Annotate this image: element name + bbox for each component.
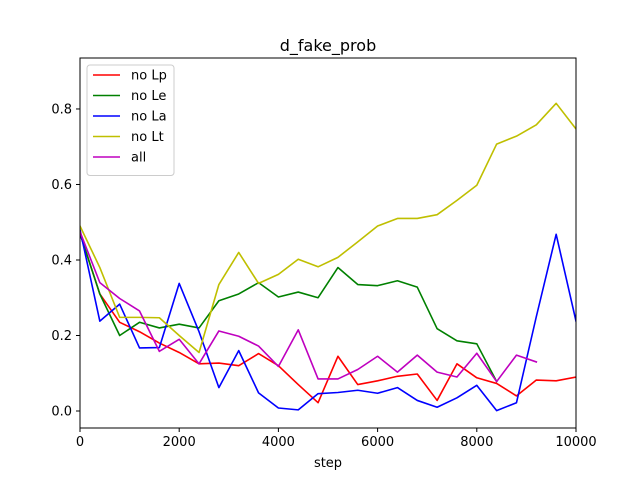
series-line-no-la [80, 228, 576, 412]
legend-label: no Lp [131, 69, 167, 84]
x-axis-label: step [314, 456, 342, 471]
series-line-no-lt [80, 102, 576, 354]
legend-label: all [131, 151, 146, 166]
x-tick-label: 8000 [460, 435, 493, 450]
y-tick-label: 0.6 [51, 178, 72, 193]
y-tick-label: 0.8 [51, 102, 72, 117]
plot-frame [79, 57, 577, 429]
y-tick-label: 0.0 [51, 405, 72, 420]
x-tick-label: 2000 [163, 435, 196, 450]
y-tick-label: 0.2 [51, 329, 72, 344]
legend: no Lp no Le no La no Lt all [86, 64, 175, 176]
series-line-all [80, 230, 538, 383]
x-tick-label: 4000 [262, 435, 295, 450]
x-axis-ticks: 0 2000 4000 6000 8000 10000 [76, 428, 597, 450]
legend-label: no La [131, 110, 167, 125]
x-tick-label: 6000 [361, 435, 394, 450]
series-layer [80, 102, 576, 412]
x-tick-label: 10000 [555, 435, 596, 450]
series-line-no-le [80, 232, 498, 383]
chart-title: d_fake_prob [280, 36, 376, 56]
legend-label: no Le [131, 89, 166, 104]
y-tick-label: 0.4 [51, 253, 72, 268]
y-axis-ticks: 0.0 0.2 0.4 0.6 0.8 [51, 102, 80, 420]
legend-box [86, 64, 175, 176]
x-tick-label: 0 [76, 435, 84, 450]
legend-label: no Lt [131, 130, 164, 145]
